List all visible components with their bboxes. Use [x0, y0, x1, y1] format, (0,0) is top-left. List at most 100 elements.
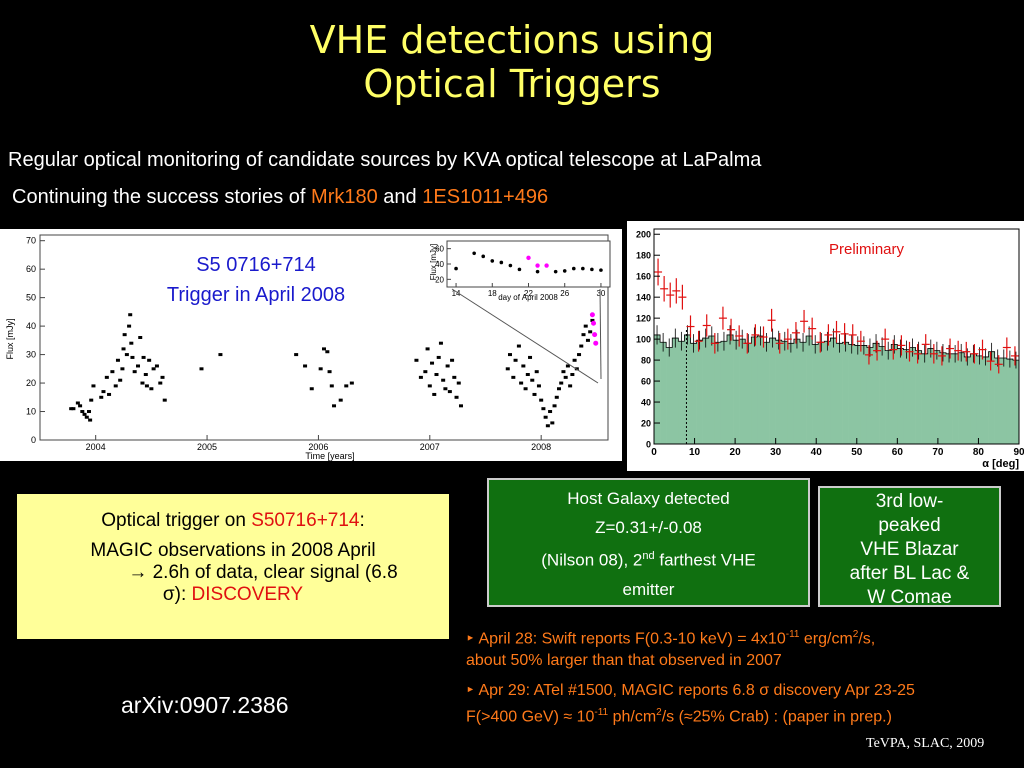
lightcurve-point — [82, 412, 87, 416]
b1-sup1: -11 — [785, 629, 800, 640]
bullet-atel-line-2: F(>400 GeV) ≈ 10-11 ph/cm2/s (≈25% Crab)… — [466, 702, 915, 728]
lightcurve-point — [545, 424, 550, 428]
histogram-off-bar — [842, 342, 849, 444]
lightcurve-ytick-label: 70 — [26, 236, 36, 246]
lightcurve-point — [427, 384, 432, 388]
lightcurve-point — [561, 370, 566, 374]
histogram-off-bar — [958, 352, 965, 444]
alpha-histogram-panel: 0 20 40 60 80 100 120 140 160 180 200 0 10 20 30 40 50 6… — [627, 221, 1024, 471]
source-mrk180: Mrk180 — [311, 186, 378, 208]
inset-point — [599, 268, 603, 272]
lightcurve-xtick-label: 2008 — [531, 442, 551, 452]
lightcurve-highlight-point — [592, 332, 598, 338]
lightcurve-point — [130, 355, 135, 359]
histogram-off-bar — [769, 338, 776, 444]
histogram-xtick-label: 40 — [811, 447, 823, 458]
histogram-off-bar — [915, 350, 922, 444]
lightcurve-point — [445, 364, 450, 368]
blazar-line-2: peaked — [878, 515, 941, 536]
intro-line-1: Regular optical monitoring of candidate … — [8, 149, 762, 171]
histogram-off-bar — [854, 345, 862, 444]
b2-sup1: -11 — [594, 707, 609, 718]
lightcurve-point — [91, 384, 96, 388]
lightcurve-point — [104, 375, 109, 379]
lightcurve-point — [443, 387, 448, 391]
b1-b: erg/cm — [799, 630, 853, 648]
histogram-off-bar — [909, 347, 916, 444]
intro-line-2: Continuing the success stories of Mrk180… — [12, 186, 548, 209]
trigger-line-1: Optical trigger on S50716+714: — [17, 510, 449, 532]
inset-xtick-label: 14 — [452, 289, 461, 298]
lightcurve-ylabel: Flux [mJy] — [5, 318, 15, 359]
lightcurve-point — [124, 353, 129, 357]
histogram-off-bar — [690, 343, 697, 444]
intro-prefix: Continuing the success stories of — [12, 186, 312, 208]
arxiv-reference: arXiv:0907.2386 — [121, 692, 289, 718]
histogram-ytick-label: 0 — [646, 440, 651, 450]
lightcurve-point — [554, 395, 559, 399]
histogram-xlabel: α [deg] — [982, 458, 1019, 470]
lightcurve-ytick-label: 30 — [26, 350, 36, 360]
lightcurve-point — [452, 375, 457, 379]
lightcurve-point — [432, 392, 437, 396]
lightcurve-point — [572, 358, 577, 362]
lightcurve-point — [550, 421, 555, 425]
histogram-off-bar — [806, 335, 813, 444]
lightcurve-point — [294, 353, 299, 357]
inset-xtick-label: 30 — [596, 289, 605, 298]
lightcurve-point — [530, 378, 535, 382]
bullet-atel-line-1: ► Apr 29: ATel #1500, MAGIC reports 6.8 … — [466, 678, 915, 702]
trigger-line-3: → 2.6h of data, clear signal (6.8 — [128, 562, 398, 583]
lightcurve-point — [349, 381, 354, 385]
histogram-off-bar — [885, 350, 892, 444]
inset-ytick-label: 20 — [435, 275, 444, 284]
histogram-off-bar — [994, 358, 1002, 444]
lightcurve-point — [539, 398, 544, 402]
trigger-prefix: Optical trigger on — [101, 510, 252, 531]
inset-highlight-point — [526, 255, 531, 261]
lightcurve-point — [121, 347, 126, 351]
lightcurve-point — [199, 367, 204, 371]
lightcurve-point — [456, 381, 461, 385]
blazar-box: 3rd low- peaked VHE Blazar after BL Lac … — [818, 486, 1001, 607]
title-line-1: VHE detections using — [309, 18, 715, 62]
histogram-off-bar — [848, 344, 856, 444]
histogram-off-bar — [976, 355, 983, 444]
histogram-off-bar — [897, 348, 904, 444]
lightcurve-point — [162, 398, 167, 402]
lightcurve-point — [556, 387, 561, 391]
lightcurve-ytick-label: 60 — [26, 264, 36, 274]
histogram-off-bar — [982, 356, 989, 444]
lightcurve-point — [507, 353, 512, 357]
lightcurve-point — [425, 347, 430, 351]
lightcurve-point — [113, 384, 118, 388]
lightcurve-point — [120, 367, 125, 371]
lightcurve-point — [534, 370, 539, 374]
lightcurve-point — [519, 381, 524, 385]
histogram-off-bar — [1006, 359, 1014, 444]
lightcurve-point — [523, 387, 528, 391]
histogram-off-bar — [964, 356, 971, 444]
host-sup: nd — [642, 550, 655, 562]
lightcurve-point — [570, 373, 575, 377]
inset-point — [581, 266, 585, 271]
lightcurve-point — [144, 384, 149, 388]
b2-a: Apr 29: ATel #1500, MAGIC reports 6.8 σ … — [478, 682, 915, 699]
lightcurve-point — [127, 324, 132, 328]
lightcurve-point — [447, 390, 452, 394]
inset-xtick-label: 18 — [488, 289, 497, 298]
histogram-off-bar — [970, 353, 977, 444]
lightcurve-point — [590, 318, 595, 322]
bullet-swift: ► April 28: Swift reports F(0.3-10 keV) … — [466, 624, 875, 672]
trigger-line-2: MAGIC observations in 2008 April — [90, 540, 376, 561]
lightcurve-point — [78, 404, 83, 408]
inset-xtick-label: 26 — [560, 289, 569, 298]
b1-sup2: 2 — [852, 629, 859, 640]
histogram-off-bar — [793, 339, 801, 444]
histogram-off-bar — [745, 343, 752, 444]
lightcurve-point — [89, 398, 94, 402]
lightcurve-point — [414, 358, 419, 362]
histogram-xtick-label: 70 — [932, 447, 944, 458]
lightcurve-point — [552, 404, 557, 408]
preliminary-label: Preliminary — [829, 241, 905, 258]
